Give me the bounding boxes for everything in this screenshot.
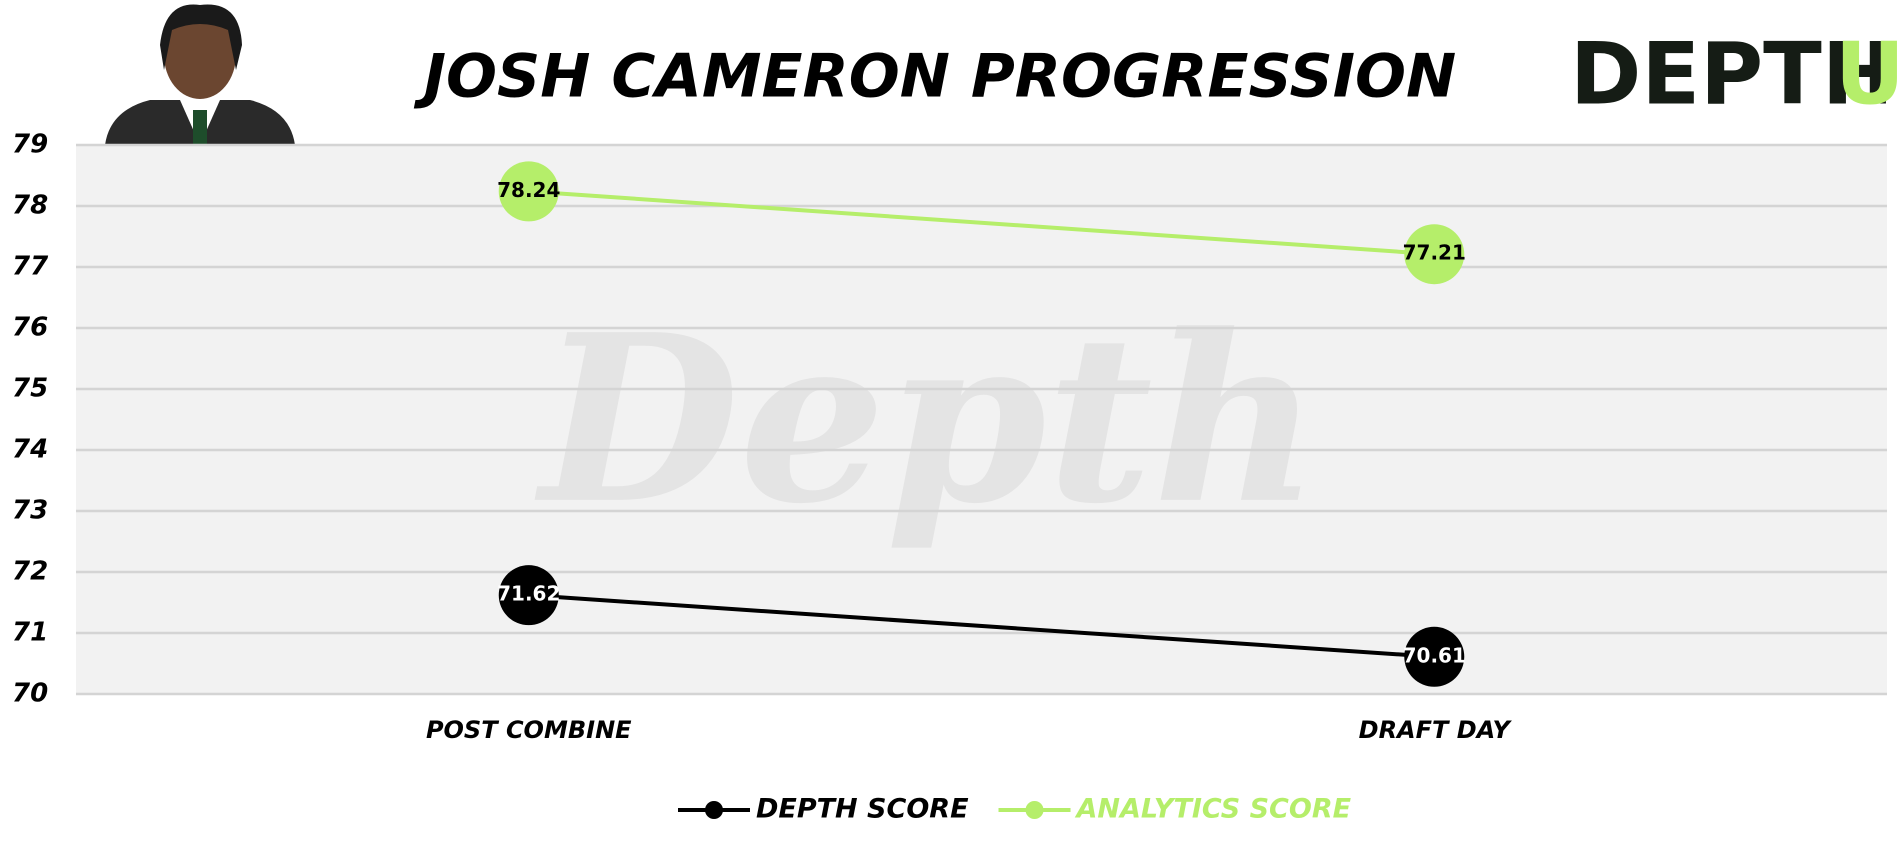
chart-title: JOSH CAMERON PROGRESSION <box>414 42 1457 112</box>
series-line <box>528 593 1435 659</box>
data-point <box>498 161 559 222</box>
legend-marker <box>1025 801 1044 819</box>
y-tick-label: 77 <box>12 252 49 282</box>
y-tick-label: 78 <box>12 191 48 221</box>
y-tick-label: 74 <box>12 435 48 465</box>
y-tick-label: 75 <box>12 374 48 404</box>
data-label: 71.62 <box>497 582 560 606</box>
x-tick-label: DRAFT DAY <box>1359 716 1513 744</box>
series-line <box>528 189 1435 257</box>
data-point <box>1404 224 1465 285</box>
y-tick-label: 71 <box>12 618 48 648</box>
data-label: 78.24 <box>497 178 560 202</box>
data-label: 77.21 <box>1403 241 1466 265</box>
legend-marker <box>705 801 723 819</box>
data-label: 70.61 <box>1403 643 1466 667</box>
data-point <box>498 565 559 626</box>
data-point <box>1404 626 1465 687</box>
logo: DEPTH U <box>1570 24 1900 124</box>
y-tick-label: 73 <box>12 496 48 526</box>
x-tick-label: POST COMBINE <box>426 716 632 744</box>
y-tick-label: 79 <box>12 130 48 160</box>
watermark: Depth <box>534 285 1320 555</box>
y-tick-label: 70 <box>12 679 48 709</box>
logo-accent: U <box>1835 24 1900 124</box>
legend-label: DEPTH SCORE <box>756 794 969 825</box>
logo-main: DEPTH <box>1570 24 1894 124</box>
legend-label: ANALYTICS SCORE <box>1075 794 1352 825</box>
y-tick-label: 76 <box>12 313 48 343</box>
plot-area <box>76 145 1887 694</box>
y-tick-label: 72 <box>12 557 48 587</box>
player-photo <box>105 0 295 145</box>
